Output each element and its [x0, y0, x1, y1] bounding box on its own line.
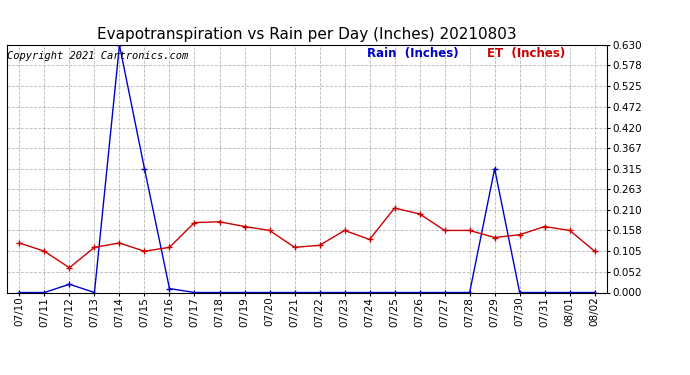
Title: Evapotranspiration vs Rain per Day (Inches) 20210803: Evapotranspiration vs Rain per Day (Inch… [97, 27, 517, 42]
Text: ET  (Inches): ET (Inches) [487, 47, 565, 60]
Text: Copyright 2021 Cartronics.com: Copyright 2021 Cartronics.com [7, 51, 188, 61]
Text: Rain  (Inches): Rain (Inches) [367, 47, 459, 60]
